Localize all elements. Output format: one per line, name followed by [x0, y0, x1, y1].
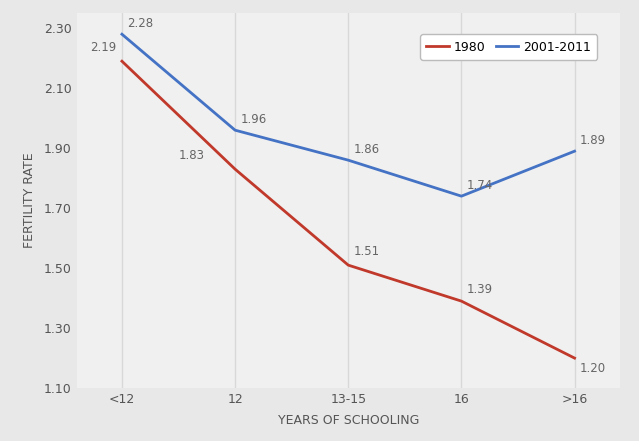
Text: 1.74: 1.74	[467, 179, 493, 192]
1980	[458, 299, 465, 304]
2001-2011	[231, 127, 239, 133]
1980	[231, 167, 239, 172]
Text: 1.86: 1.86	[354, 143, 380, 156]
Text: 2.28: 2.28	[128, 17, 153, 30]
Line: 2001-2011: 2001-2011	[122, 34, 574, 196]
Y-axis label: FERTILITY RATE: FERTILITY RATE	[22, 153, 36, 248]
2001-2011	[344, 157, 352, 163]
1980	[571, 355, 578, 361]
Text: 2.19: 2.19	[90, 41, 116, 54]
Text: 1.39: 1.39	[467, 283, 493, 295]
2001-2011	[118, 32, 126, 37]
Text: 1.89: 1.89	[580, 134, 606, 147]
X-axis label: YEARS OF SCHOOLING: YEARS OF SCHOOLING	[277, 414, 419, 427]
1980	[344, 262, 352, 268]
2001-2011	[571, 149, 578, 154]
Legend: 1980, 2001-2011: 1980, 2001-2011	[420, 34, 597, 60]
2001-2011	[458, 194, 465, 199]
Text: 1.83: 1.83	[178, 149, 204, 162]
Text: 1.96: 1.96	[241, 113, 267, 126]
Text: 1.20: 1.20	[580, 362, 606, 375]
Line: 1980: 1980	[122, 61, 574, 358]
1980	[118, 59, 126, 64]
Text: 1.51: 1.51	[354, 245, 380, 258]
